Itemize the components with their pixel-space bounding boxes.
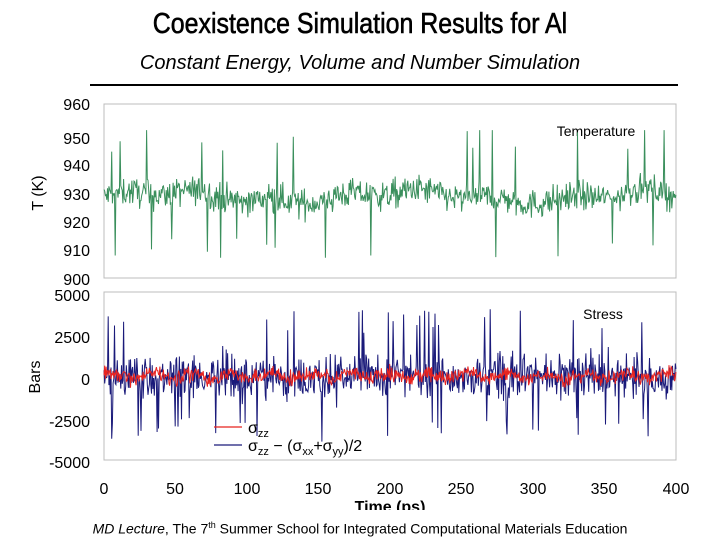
x-tick: 250: [448, 481, 475, 498]
title-underline: [90, 84, 678, 86]
footer-rest: Summer School for Integrated Computation…: [215, 520, 628, 537]
x-axis-title: Time (ps): [355, 499, 426, 510]
temp-y-tick: 940: [63, 158, 90, 175]
temp-y-tick: 930: [63, 187, 90, 204]
slide-title: Coexistence Simulation Results for Al: [152, 8, 568, 41]
temperature-panel: Temperature T (K) 960 950 940 930 920 91…: [30, 97, 677, 289]
footer-sup: th: [208, 520, 216, 530]
x-tick: 100: [234, 481, 261, 498]
stress-zz-series-line: [103, 363, 677, 388]
legend-label-szz: σzz: [248, 420, 269, 440]
temp-y-tick: 960: [63, 97, 90, 114]
stress-y-tick: -2500: [49, 414, 90, 431]
temperature-label: Temperature: [557, 123, 636, 139]
temp-y-tick: 920: [63, 215, 90, 232]
x-tick: 350: [591, 481, 618, 498]
temperature-series-line: [103, 130, 677, 258]
x-tick: 150: [305, 481, 332, 498]
slide-subtitle: Constant Energy, Volume and Number Simul…: [139, 52, 581, 74]
x-tick: 0: [100, 481, 109, 498]
temperature-plot-frame: [103, 103, 677, 279]
stress-y-axis-title: Bars: [27, 361, 44, 394]
x-tick: 50: [166, 481, 184, 498]
stress-y-tick: 0: [81, 372, 90, 389]
x-tick: 400: [663, 481, 690, 498]
slide-footer: MD Lecture, The 7th Summer School for In…: [0, 520, 720, 537]
stress-panel: Stress Bars 5000 2500 0 -2500 -5000 σzz …: [27, 288, 689, 510]
x-tick: 300: [520, 481, 547, 498]
temperature-y-axis-title: T (K): [30, 175, 47, 210]
temp-y-tick: 950: [63, 131, 90, 148]
stress-label: Stress: [583, 306, 623, 322]
footer-prefix: , The 7: [164, 520, 209, 537]
temp-y-tick: 900: [63, 272, 90, 289]
temp-y-tick: 910: [63, 243, 90, 260]
legend-label-deviatoric: σzz − (σxx+σyy)/2: [248, 438, 362, 458]
stress-y-tick: -5000: [49, 455, 90, 472]
x-tick: 200: [377, 481, 404, 498]
stress-y-tick: 2500: [54, 330, 90, 347]
chart-area: Temperature T (K) 960 950 940 930 920 91…: [27, 97, 689, 510]
stress-y-tick: 5000: [54, 288, 90, 305]
footer-lecture: MD Lecture: [92, 520, 165, 537]
